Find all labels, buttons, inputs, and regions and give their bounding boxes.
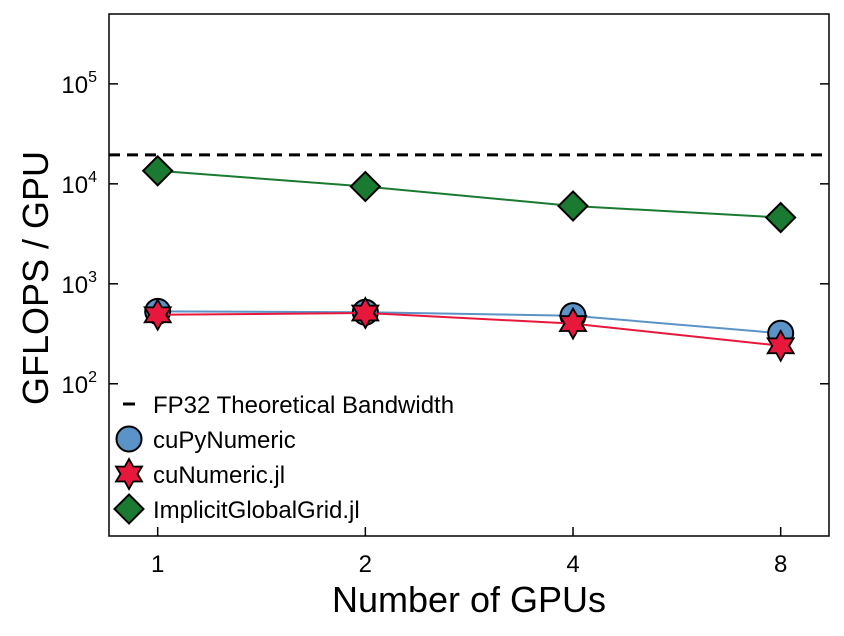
data-point — [141, 154, 174, 187]
y-tick-label: 103 — [61, 269, 97, 299]
legend-entry: FP32 Theoretical Bandwidth — [123, 392, 454, 419]
data-point — [557, 190, 589, 222]
data-point — [349, 170, 382, 203]
data-point — [143, 297, 173, 332]
data-point — [766, 328, 796, 363]
x-tick-label: 4 — [566, 551, 579, 578]
x-tick-label: 8 — [774, 551, 787, 578]
data-point — [558, 306, 588, 341]
y-axis-label: GFLOPS / GPU — [15, 151, 56, 405]
data-point — [350, 296, 380, 330]
legend: FP32 Theoretical Bandwidth cuPyNumeric cuN… — [113, 392, 454, 525]
series-line — [157, 311, 781, 347]
legend-label: cuNumeric.jl — [153, 462, 285, 489]
series-1 — [143, 296, 796, 363]
series-2 — [141, 154, 797, 234]
axes: 1 2 4 8 102 103 104 105 — [61, 13, 830, 578]
legend-marker-swatch — [113, 493, 145, 525]
legend-entry: ImplicitGlobalGrid.jl — [113, 493, 360, 525]
y-tick-label: 104 — [61, 169, 97, 199]
plot-frame — [108, 13, 830, 537]
y-tick-label: 102 — [61, 369, 97, 399]
legend-label: FP32 Theoretical Bandwidth — [153, 392, 454, 419]
y-tick-label: 105 — [61, 69, 97, 99]
x-tick-label: 2 — [359, 551, 372, 578]
legend-label: cuPyNumeric — [153, 427, 296, 454]
legend-entry: cuPyNumeric — [115, 425, 296, 454]
series-line — [157, 310, 781, 335]
series-line — [157, 169, 781, 219]
x-axis-label: Number of GPUs — [332, 579, 606, 620]
legend-marker-swatch — [115, 425, 143, 453]
legend-entry: cuNumeric.jl — [114, 457, 285, 491]
series-0 — [144, 297, 795, 347]
legend-marker-swatch — [114, 457, 144, 491]
legend-label: ImplicitGlobalGrid.jl — [153, 497, 360, 524]
data-point — [764, 201, 797, 234]
x-tick-label: 1 — [151, 551, 164, 578]
series-layer — [141, 154, 797, 363]
